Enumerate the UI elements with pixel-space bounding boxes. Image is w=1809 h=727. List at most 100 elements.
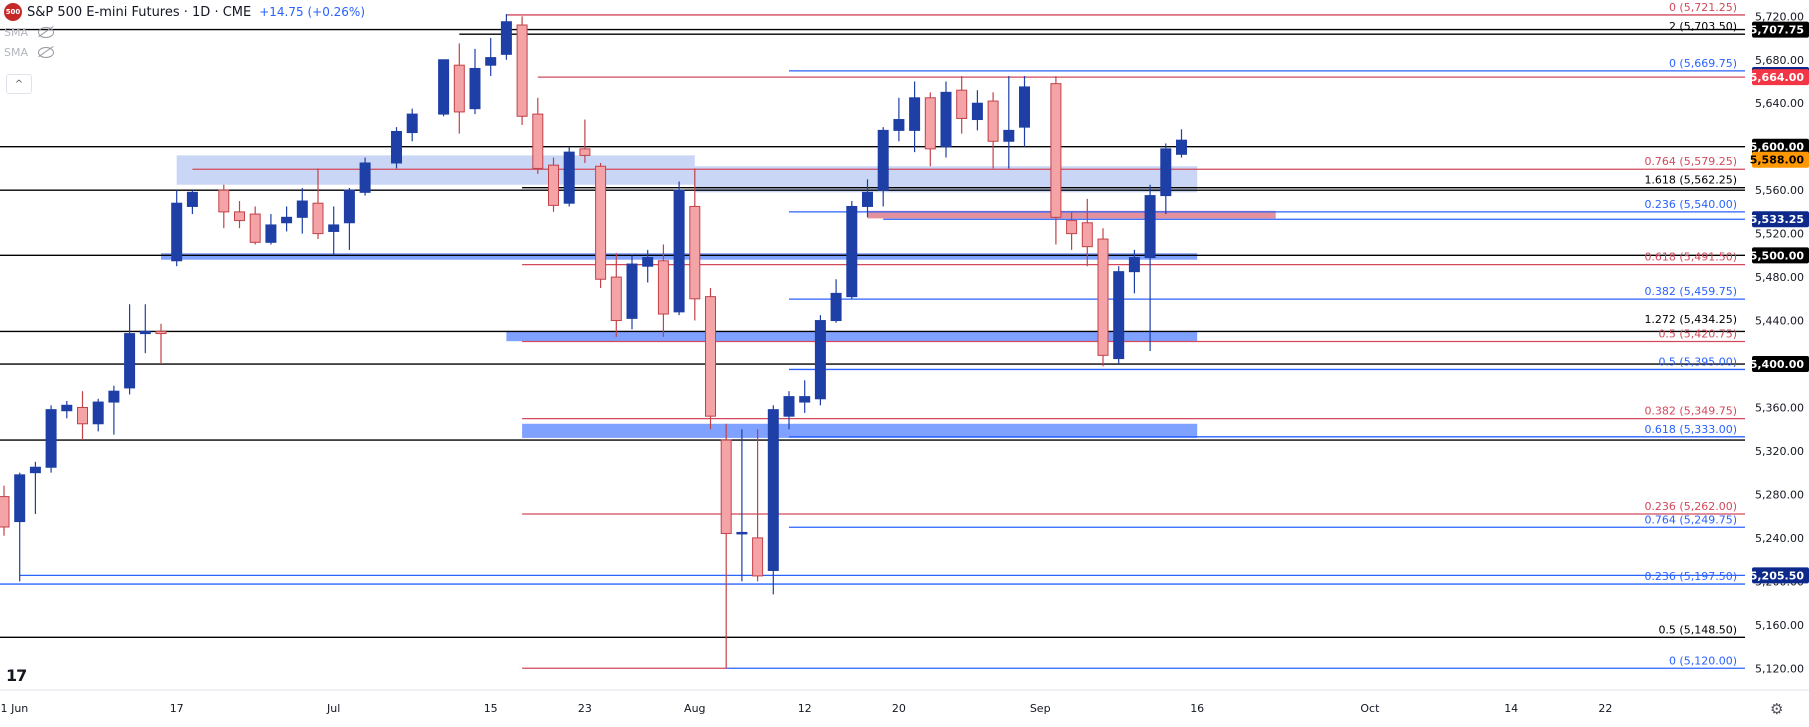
eye-hidden-icon[interactable] bbox=[38, 27, 54, 38]
fib-level-label: 0.5 (5,148.50) bbox=[1658, 623, 1737, 636]
candle-body bbox=[14, 474, 26, 523]
x-tick-label: Jul bbox=[326, 702, 340, 715]
fib-level-label: 0.382 (5,349.75) bbox=[1644, 405, 1737, 418]
candle-up bbox=[563, 146, 575, 207]
price-badge-label: 5,533.25 bbox=[1750, 213, 1804, 226]
candle-down bbox=[0, 485, 10, 536]
indicator-sma-2[interactable]: SMA bbox=[4, 46, 54, 59]
candle-body bbox=[814, 320, 826, 400]
candle-body bbox=[673, 189, 685, 313]
candle-body bbox=[312, 202, 324, 235]
candle-body bbox=[328, 224, 340, 232]
x-tick-label: 14 bbox=[1504, 702, 1518, 715]
x-tick-label: Sep bbox=[1030, 702, 1051, 715]
candle-body bbox=[705, 296, 716, 417]
candle-up bbox=[92, 398, 104, 432]
indicator-sma-1[interactable]: SMA bbox=[4, 26, 54, 39]
price-zone bbox=[176, 155, 695, 185]
price-badge bbox=[1752, 69, 1809, 86]
price-change: +14.75 (+0.26%) bbox=[259, 5, 365, 19]
candle-body bbox=[438, 59, 450, 115]
eye-hidden-icon[interactable] bbox=[38, 47, 54, 58]
candle-down bbox=[579, 119, 591, 163]
candle-up bbox=[940, 81, 952, 158]
candle-body bbox=[218, 189, 230, 213]
y-tick-label: 5,560.00 bbox=[1755, 184, 1804, 197]
fib-level-label: 0 (5,669.75) bbox=[1669, 57, 1737, 70]
candle-down bbox=[752, 429, 764, 582]
candle-body bbox=[391, 130, 402, 164]
candle-down bbox=[1066, 211, 1078, 250]
candle-body bbox=[1003, 129, 1015, 142]
candle-down bbox=[312, 168, 324, 240]
candle-body bbox=[77, 406, 88, 425]
candle-down bbox=[956, 76, 968, 134]
candle-body bbox=[987, 100, 999, 142]
candle-up bbox=[343, 187, 355, 250]
price-badge-label: 5,664.00 bbox=[1750, 71, 1805, 84]
price-badge-label: 5,205.50 bbox=[1750, 569, 1805, 582]
gear-icon[interactable]: ⚙ bbox=[1770, 700, 1784, 718]
x-tick-label: 23 bbox=[578, 702, 592, 715]
indicator-label: SMA bbox=[4, 46, 28, 59]
candle-body bbox=[971, 102, 983, 121]
candle-body bbox=[281, 216, 293, 224]
x-tick-label: 20 bbox=[892, 702, 906, 715]
fib-level-label: 0 (5,120.00) bbox=[1669, 654, 1737, 667]
candle-up bbox=[500, 14, 512, 60]
x-tick-label: 15 bbox=[484, 702, 498, 715]
candle-body bbox=[909, 97, 921, 131]
fib-level-label: 0.5 (5,420.75) bbox=[1658, 327, 1737, 340]
candle-up bbox=[359, 157, 371, 196]
candle-body bbox=[548, 164, 559, 206]
x-tick-label: 17 bbox=[170, 702, 184, 715]
candle-body bbox=[940, 91, 952, 148]
candle-up bbox=[108, 385, 120, 435]
candle-up bbox=[814, 315, 826, 406]
candle-body bbox=[108, 390, 120, 403]
price-zone bbox=[522, 423, 1198, 438]
fib-level-label: 0.236 (5,262.00) bbox=[1644, 500, 1737, 513]
tradingview-logo[interactable]: 17 bbox=[6, 666, 27, 685]
candle-up bbox=[893, 97, 905, 142]
price-badge bbox=[1752, 356, 1809, 373]
chevron-up-icon: ^ bbox=[14, 78, 24, 90]
price-badge-label: 5,707.75 bbox=[1750, 24, 1804, 37]
fib-level-label: 0.764 (5,579.25) bbox=[1644, 155, 1737, 168]
fib-level-label: 0.5 (5,395.00) bbox=[1658, 355, 1737, 368]
x-tick-label: 1 bbox=[1, 702, 8, 715]
x-tick-label: 16 bbox=[1190, 702, 1204, 715]
candle-body bbox=[1019, 86, 1030, 128]
candle-up bbox=[626, 255, 638, 330]
candle-down bbox=[453, 43, 465, 134]
candle-body bbox=[139, 330, 151, 335]
candle-body bbox=[406, 113, 418, 134]
candle-up bbox=[971, 90, 983, 131]
candle-down bbox=[218, 184, 230, 229]
candle-body bbox=[752, 537, 764, 577]
candle-up bbox=[139, 304, 151, 354]
candle-up bbox=[281, 206, 293, 232]
candle-body bbox=[186, 191, 198, 207]
candle-up bbox=[877, 127, 889, 207]
candle-down bbox=[720, 423, 732, 669]
y-tick-label: 5,520.00 bbox=[1755, 228, 1804, 241]
candle-up bbox=[846, 201, 858, 299]
candle-body bbox=[1128, 257, 1140, 273]
x-tick-label: 12 bbox=[798, 702, 812, 715]
symbol-logo[interactable]: 500 bbox=[4, 3, 22, 21]
candle-down bbox=[595, 162, 607, 288]
candle-up bbox=[186, 190, 198, 215]
price-badge-label: 5,600.00 bbox=[1750, 141, 1805, 154]
candle-down bbox=[689, 168, 701, 321]
candle-up bbox=[642, 249, 654, 283]
fib-level-label: 0.236 (5,197.50) bbox=[1644, 570, 1737, 583]
x-tick-label: Oct bbox=[1360, 702, 1380, 715]
candle-body bbox=[249, 213, 261, 243]
candle-down bbox=[516, 16, 528, 125]
symbol-title[interactable]: S&P 500 E-mini Futures · 1D · CME bbox=[27, 4, 252, 20]
collapse-indicators-button[interactable]: ^ bbox=[6, 74, 32, 94]
candle-body bbox=[500, 21, 512, 55]
